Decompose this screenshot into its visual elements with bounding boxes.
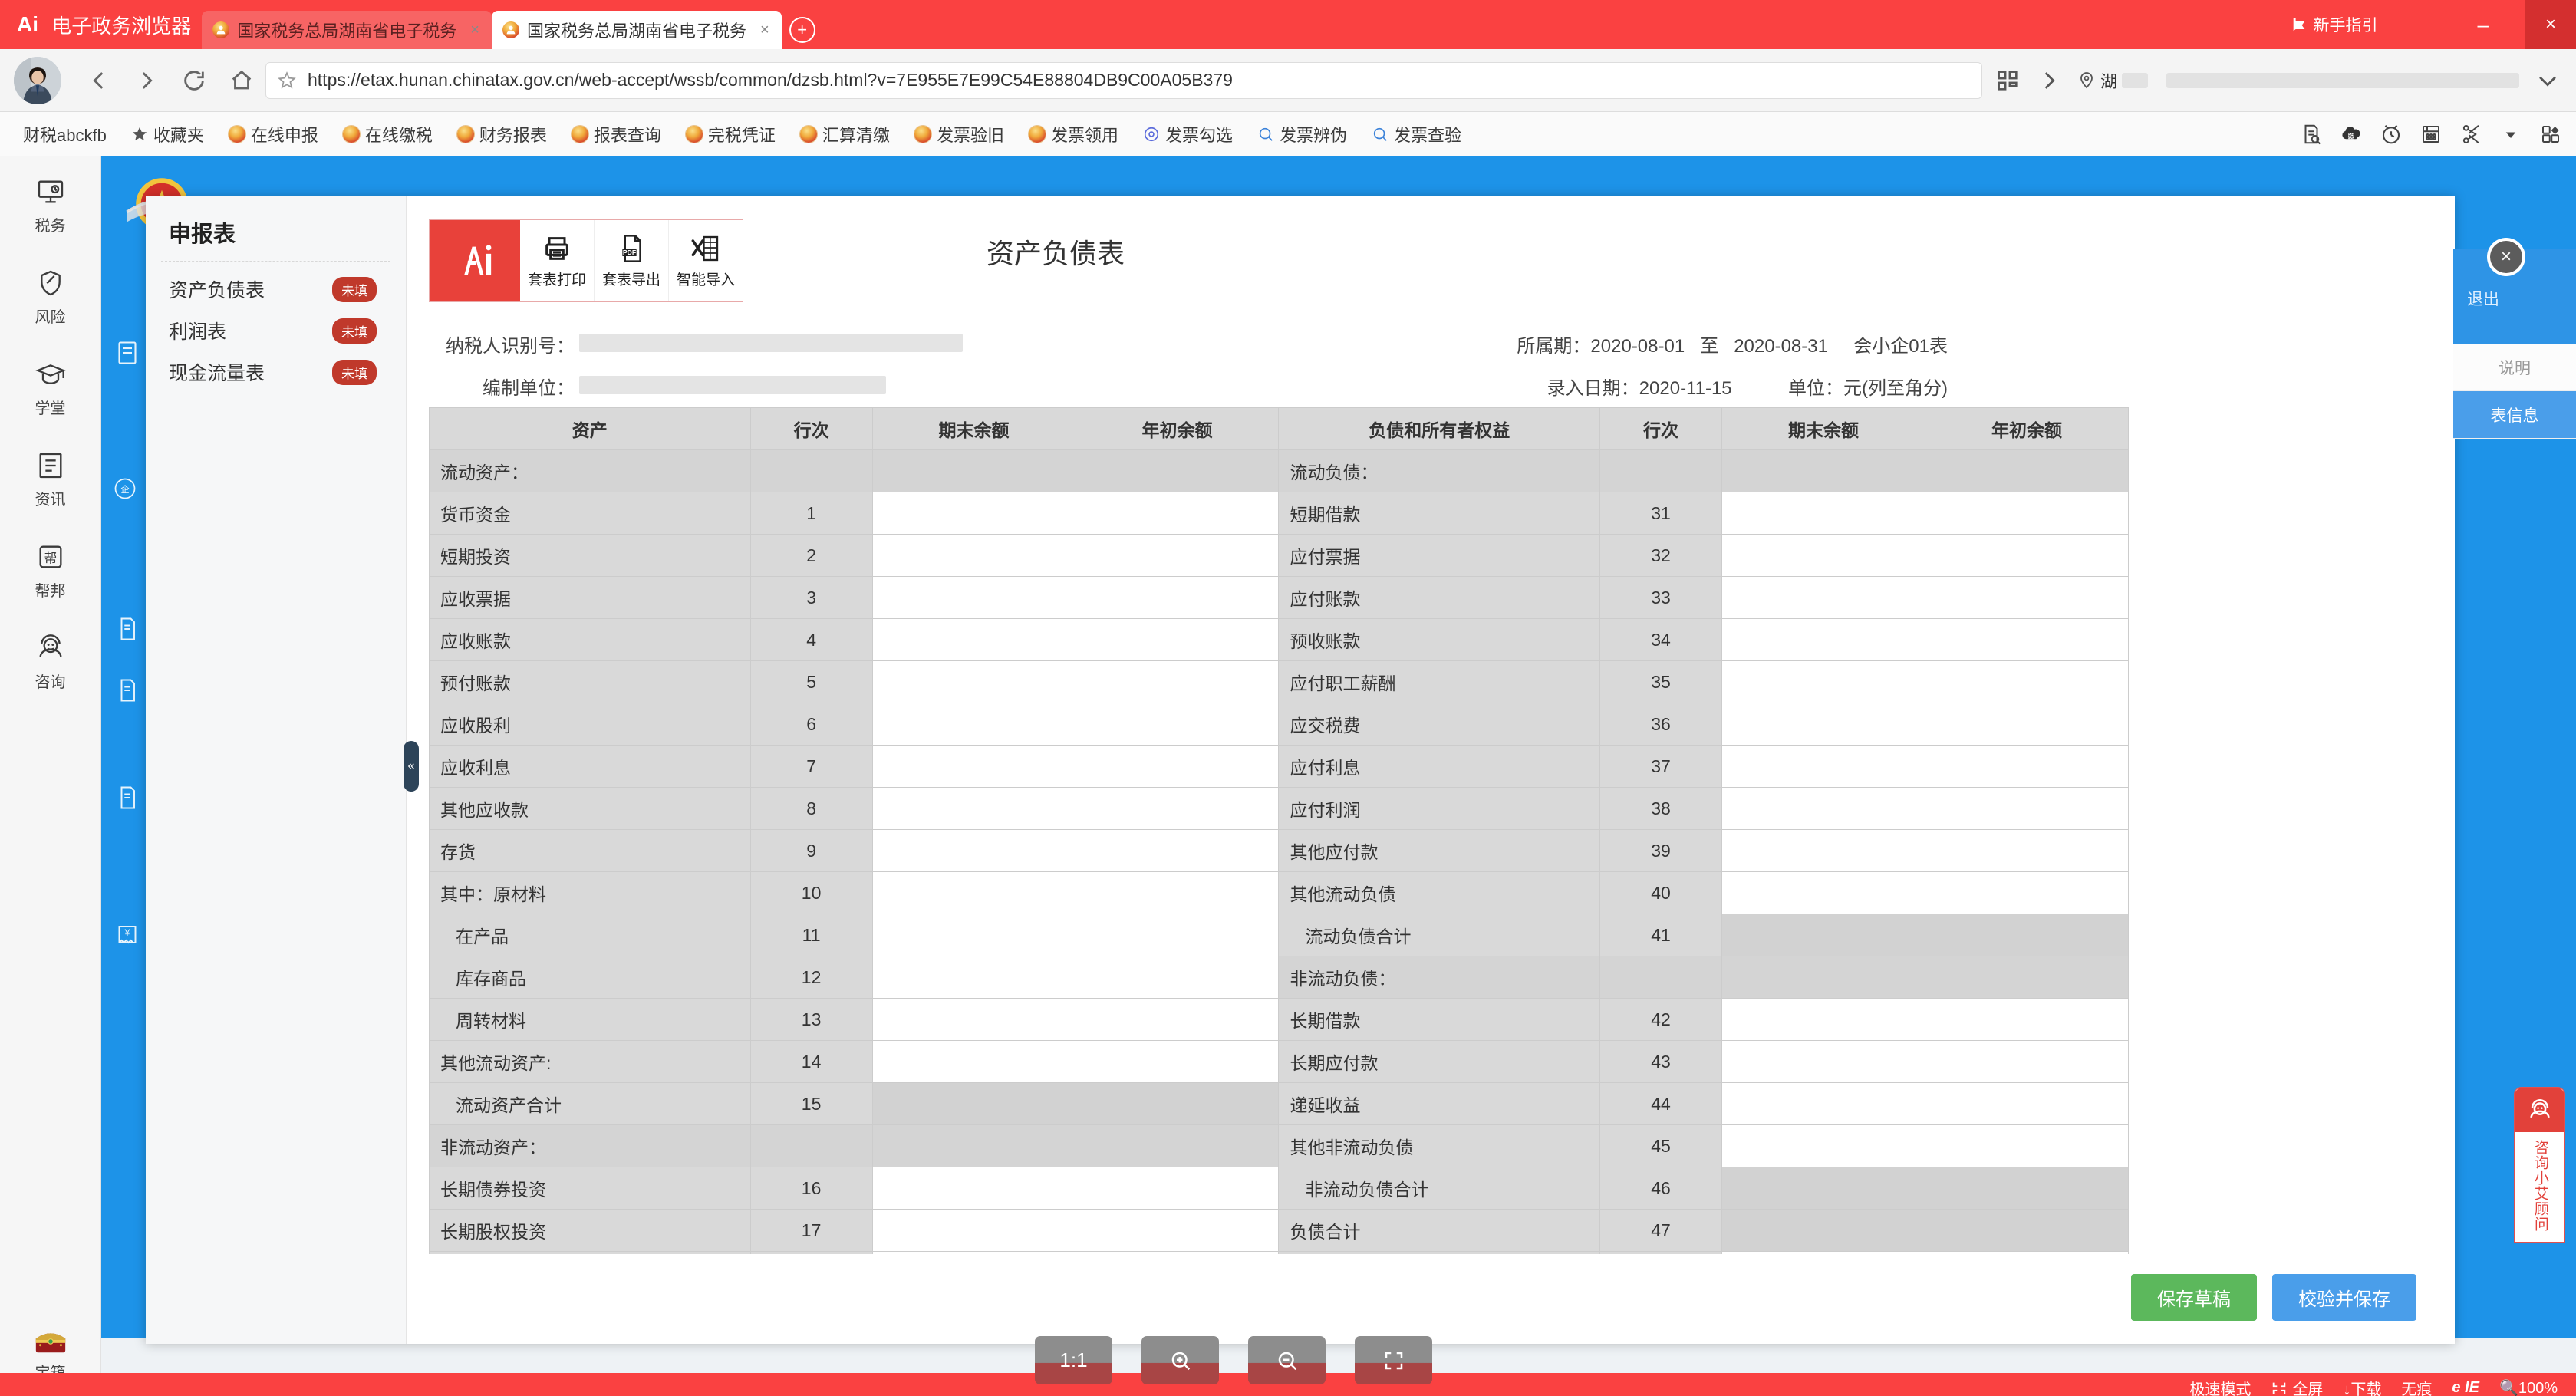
- svg-text:税: 税: [2348, 132, 2354, 140]
- svg-text:¥: ¥: [124, 927, 130, 938]
- svg-text:帮: 帮: [44, 551, 57, 566]
- svg-text:企: 企: [120, 484, 129, 495]
- svg-text:PDF: PDF: [623, 248, 636, 255]
